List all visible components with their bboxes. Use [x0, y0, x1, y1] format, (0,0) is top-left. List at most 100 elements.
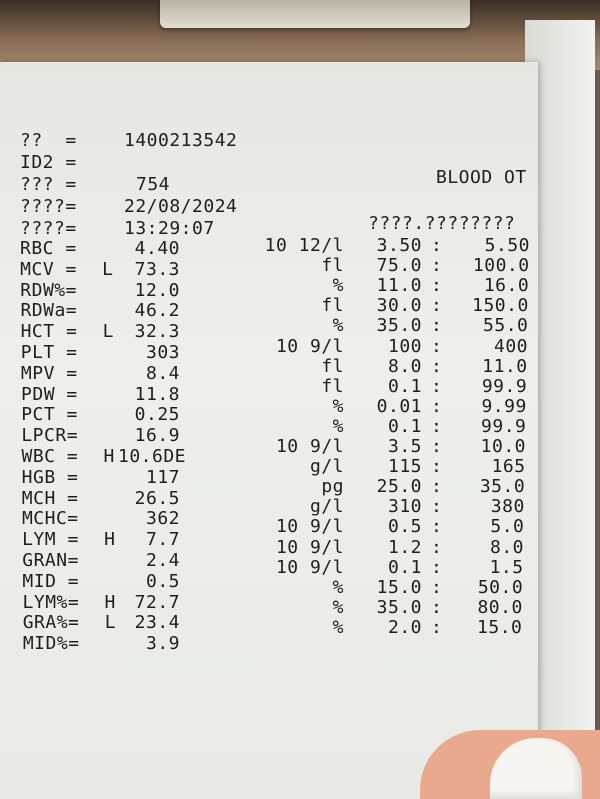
field-label-id: ?? =	[20, 130, 77, 151]
range-high: 80.0	[477, 596, 523, 618]
field-value-number: 754	[136, 174, 171, 195]
result-value: 10.6DE	[118, 446, 187, 467]
result-name: MID =	[22, 570, 80, 592]
result-value: 7.7	[145, 529, 180, 551]
range-low: 0.01	[376, 395, 422, 417]
result-name: WBC =	[21, 446, 79, 467]
range-separator: :	[431, 395, 443, 417]
result-name: LPCR=	[21, 425, 79, 447]
range-low: 115	[387, 456, 422, 478]
result-name: GRA%=	[22, 612, 80, 634]
field-label-id2: ID2 =	[20, 152, 77, 173]
range-high: 150.0	[472, 295, 529, 317]
result-unit: fl	[321, 375, 344, 397]
result-unit: fl	[321, 295, 344, 317]
result-value: 12.0	[134, 279, 180, 301]
result-unit: %	[332, 576, 344, 598]
result-unit: fl	[321, 255, 344, 277]
result-unit: %	[332, 616, 344, 638]
result-unit: 10 9/l	[275, 556, 344, 578]
result-value: 72.7	[134, 591, 180, 613]
range-low: 3.5	[387, 436, 422, 457]
result-name: PDW =	[21, 383, 78, 405]
range-separator: :	[431, 415, 443, 437]
range-separator: :	[431, 476, 443, 498]
range-separator: :	[431, 295, 443, 317]
range-separator: :	[431, 315, 443, 337]
result-name: HGB =	[21, 466, 79, 488]
result-unit: %	[332, 275, 344, 297]
range-high: 16.0	[483, 275, 530, 297]
result-flag: L	[102, 258, 114, 280]
range-high: 165	[491, 456, 526, 478]
result-flag: H	[103, 446, 115, 467]
result-value: 0.25	[134, 404, 180, 426]
range-separator: :	[431, 456, 443, 478]
result-flag: H	[104, 529, 116, 551]
range-low: 1.2	[387, 536, 422, 558]
range-high: 5.0	[490, 516, 525, 538]
range-separator: :	[431, 375, 443, 397]
range-low: 0.1	[387, 415, 422, 437]
result-value: 303	[145, 342, 180, 363]
fingernail	[490, 738, 582, 799]
result-unit: g/l	[309, 456, 344, 478]
range-high: 5.50	[484, 235, 530, 256]
range-separator: :	[431, 616, 443, 638]
result-name: MCV =	[20, 258, 77, 280]
range-separator: :	[431, 556, 443, 578]
result-unit: g/l	[309, 496, 344, 518]
range-high: 99.9	[481, 415, 527, 437]
range-separator: :	[431, 335, 443, 357]
range-low: 0.1	[387, 556, 422, 578]
result-value: 3.9	[145, 633, 180, 655]
result-unit: %	[332, 395, 344, 417]
result-value: 26.5	[134, 487, 180, 509]
result-flag: H	[104, 591, 116, 613]
range-high: 1.5	[489, 556, 524, 578]
range-low: 3.50	[376, 235, 422, 256]
range-high: 9.99	[481, 395, 527, 417]
field-label-number: ??? =	[20, 174, 77, 195]
result-name: PCT =	[21, 404, 78, 426]
result-value: 4.40	[134, 238, 180, 259]
range-low: 8.0	[387, 355, 422, 377]
result-value: 11.8	[134, 383, 180, 405]
range-high: 10.0	[480, 436, 526, 457]
range-separator: :	[431, 496, 443, 518]
receipt-title: BLOOD OT	[436, 167, 527, 188]
result-value: 2.4	[145, 550, 180, 571]
result-value: 117	[145, 466, 180, 488]
range-separator: :	[431, 255, 443, 277]
range-low: 0.1	[387, 375, 422, 397]
range-high: 400	[493, 335, 528, 357]
result-value: 0.5	[145, 570, 180, 592]
range-separator: :	[431, 436, 443, 457]
result-name: MID%=	[22, 633, 80, 655]
range-low: 11.0	[376, 275, 422, 297]
result-unit: %	[332, 315, 344, 337]
range-high: 35.0	[479, 476, 526, 498]
result-value: 32.3	[134, 321, 180, 343]
result-unit: pg	[321, 476, 344, 498]
result-flag: L	[104, 612, 117, 634]
result-name: GRAN=	[22, 550, 79, 571]
result-name: RDWa=	[20, 300, 78, 322]
clipboard-clip	[160, 0, 470, 28]
result-value: 362	[145, 508, 180, 530]
range-high: 50.0	[477, 576, 524, 598]
range-low: 30.0	[376, 295, 422, 317]
range-separator: :	[431, 576, 443, 598]
result-unit: %	[332, 596, 344, 618]
range-high: 100.0	[472, 255, 530, 277]
range-low: 35.0	[376, 315, 422, 337]
reference-range-header: ????.????????	[368, 213, 516, 234]
range-separator: :	[431, 536, 443, 558]
range-separator: :	[431, 355, 443, 377]
result-name: PLT =	[20, 342, 78, 363]
result-value: 23.4	[134, 612, 180, 634]
range-high: 99.9	[481, 375, 528, 397]
range-low: 310	[387, 496, 422, 518]
range-low: 2.0	[387, 616, 422, 638]
field-label-date: ????=	[20, 196, 77, 217]
